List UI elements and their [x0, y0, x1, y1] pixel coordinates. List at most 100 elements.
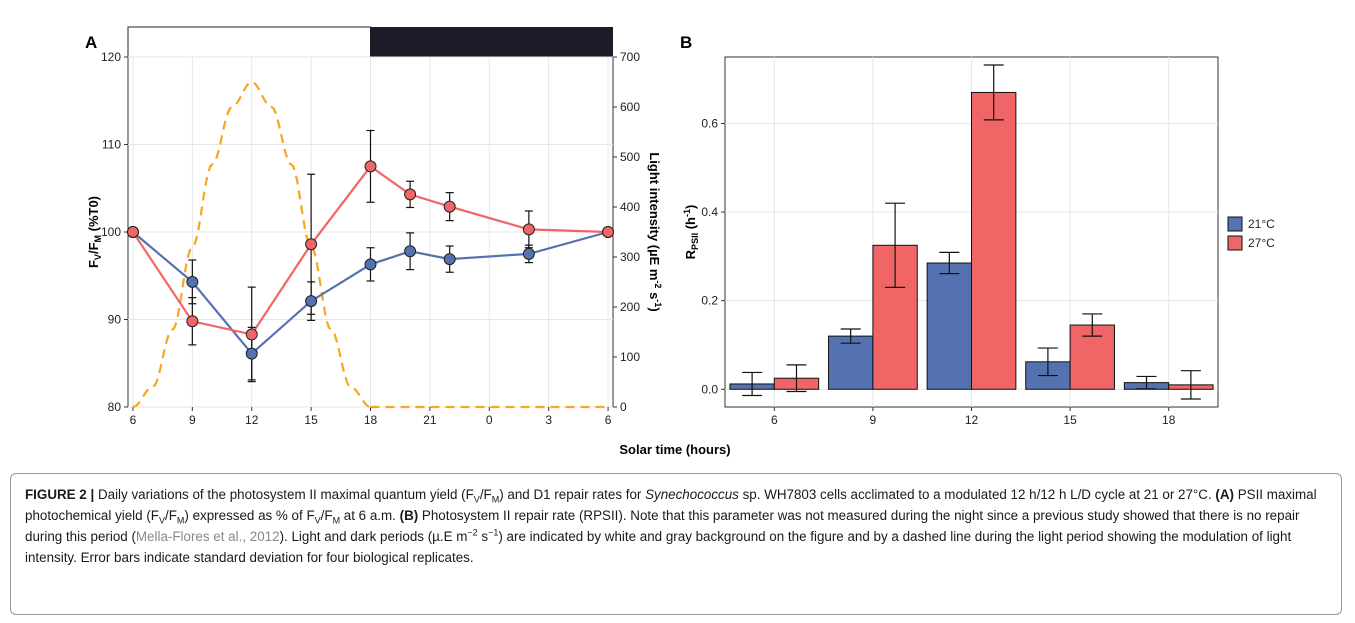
bars-b: [729, 64, 1214, 400]
caption-text: at 6 a.m.: [340, 508, 400, 523]
x-tick-label: 21: [423, 413, 437, 427]
y2-tick-label: 500: [620, 150, 640, 164]
caption-sub: M: [491, 494, 500, 505]
data-point: [404, 245, 417, 258]
caption-text: ) and D1 repair rates for: [499, 487, 646, 502]
data-point: [126, 226, 139, 238]
data-point: [443, 200, 456, 213]
caption-text: /F: [164, 508, 177, 523]
x-tick-label: 6: [605, 413, 612, 427]
data-point: [245, 347, 258, 360]
x-tick-label: 9: [189, 413, 196, 427]
y2-tick-label: 200: [620, 300, 640, 314]
caption-sup: −2: [467, 527, 478, 538]
y-tick-label: 90: [108, 313, 122, 327]
y-axis-a: 80 90 100 110 120: [101, 50, 128, 414]
x-axis-a: 6 9 12 15 18 21 0 3 6: [130, 407, 612, 427]
figure: A 80 90 100 110 120 0 100 200 300 400 500 600 700 6…: [85, 26, 1275, 457]
y-tick-label: 0.0: [701, 382, 718, 396]
caption-sub: V: [314, 515, 321, 526]
data-point: [404, 188, 417, 201]
light-period-bar: [127, 26, 371, 58]
y-tick-label: 0.2: [701, 294, 718, 308]
data-point: [186, 275, 199, 288]
y2-tick-label: 100: [620, 350, 640, 364]
data-point: [522, 223, 535, 236]
y2-tick-label: 300: [620, 250, 640, 264]
data-point: [602, 226, 615, 238]
series-a: [126, 129, 615, 383]
data-point: [364, 258, 377, 271]
x-tick-label: 18: [364, 413, 378, 427]
bar: [828, 335, 874, 390]
caption-text: sp. WH7803 cells acclimated to a modulat…: [738, 487, 1216, 502]
caption-text: Photosystem II repair rate (RPSII). Note…: [25, 508, 1300, 544]
legend-swatch: [1227, 235, 1243, 251]
caption-sub: V: [473, 494, 480, 505]
x-axis-b: 6 9 12 15 18: [771, 407, 1176, 427]
shared-x-axis-label: Solar time (hours): [619, 442, 730, 457]
data-point: [522, 247, 535, 260]
caption-sub: M: [332, 515, 341, 526]
x-tick-label: 9: [870, 413, 877, 427]
y2-tick-label: 600: [620, 100, 640, 114]
x-tick-label: 15: [304, 413, 318, 427]
caption-text: s: [477, 529, 489, 544]
y-tick-label: 120: [101, 50, 121, 64]
y2-tick-label: 400: [620, 200, 640, 214]
caption-text: PSII maximal photochemical yield (F: [25, 487, 1317, 523]
panel-b: B 0.0 0.2 0.4 0.6 6 9 12 15 18 RPSII (h-1) 21°C…: [680, 33, 1275, 427]
caption-text: /F: [320, 508, 333, 523]
y2-tick-label: 0: [620, 400, 627, 414]
y-tick-label: 0.4: [701, 205, 718, 219]
legend-b: 21°C 27°C: [1227, 216, 1275, 251]
bar: [926, 262, 973, 390]
figure-caption: FIGURE 2 | Daily variations of the photo…: [10, 473, 1342, 615]
caption-reference-link[interactable]: Mella-Flores et al., 2012: [135, 529, 280, 544]
data-point: [186, 315, 199, 328]
light-intensity-curve: [132, 80, 371, 409]
caption-sub: V: [158, 515, 165, 526]
panel-a: A 80 90 100 110 120 0 100 200 300 400 500 600 700 6…: [85, 26, 663, 427]
y-tick-label: 80: [108, 400, 122, 414]
caption-panel-a: (A): [1215, 487, 1234, 502]
x-tick-label: 3: [545, 413, 552, 427]
legend-swatch: [1227, 216, 1243, 232]
x-tick-label: 6: [130, 413, 137, 427]
caption-text: ). Light and dark periods (µ.E m: [279, 529, 468, 544]
y-tick-label: 100: [101, 225, 121, 239]
data-point: [364, 160, 377, 173]
x-tick-label: 18: [1162, 413, 1176, 427]
caption-panel-b: (B): [399, 508, 419, 523]
caption-sup: −1: [488, 527, 499, 538]
y2-tick-label: 700: [620, 50, 640, 64]
caption-text: ) are indicated by white and gray backgr…: [25, 529, 1292, 565]
x-tick-label: 15: [1063, 413, 1077, 427]
panel-b-label: B: [680, 33, 692, 52]
data-point: [305, 295, 318, 308]
caption-text: ) expressed as % of F: [184, 508, 315, 523]
x-tick-label: 12: [245, 413, 259, 427]
panel-a-label: A: [85, 33, 97, 52]
y-axis-label-a: FV/FM (%T0): [86, 196, 103, 268]
data-point: [443, 253, 456, 266]
y2-axis-label-a: Light intensity (µE m-2 s-1): [647, 152, 663, 311]
caption-species: Synechococcus: [645, 487, 739, 502]
data-point: [245, 328, 258, 341]
caption-lead: FIGURE 2 |: [25, 487, 95, 502]
data-point: [305, 238, 318, 251]
y-tick-label: 0.6: [701, 116, 718, 130]
legend-label: 21°C: [1248, 217, 1275, 231]
y-axis-b: 0.0 0.2 0.4 0.6: [701, 116, 725, 396]
y2-axis-a: 0 100 200 300 400 500 600 700: [613, 50, 640, 414]
x-tick-label: 6: [771, 413, 778, 427]
caption-sub: M: [176, 515, 185, 526]
caption-text: /F: [479, 487, 492, 502]
caption-text: Daily variations of the photosystem II m…: [94, 487, 474, 502]
x-tick-label: 12: [965, 413, 979, 427]
legend-label: 27°C: [1248, 236, 1275, 250]
y-axis-label-b: RPSII (h-1): [682, 205, 700, 260]
y-tick-label: 110: [102, 138, 121, 152]
dark-period-bar: [370, 27, 613, 57]
bar: [971, 91, 1017, 390]
